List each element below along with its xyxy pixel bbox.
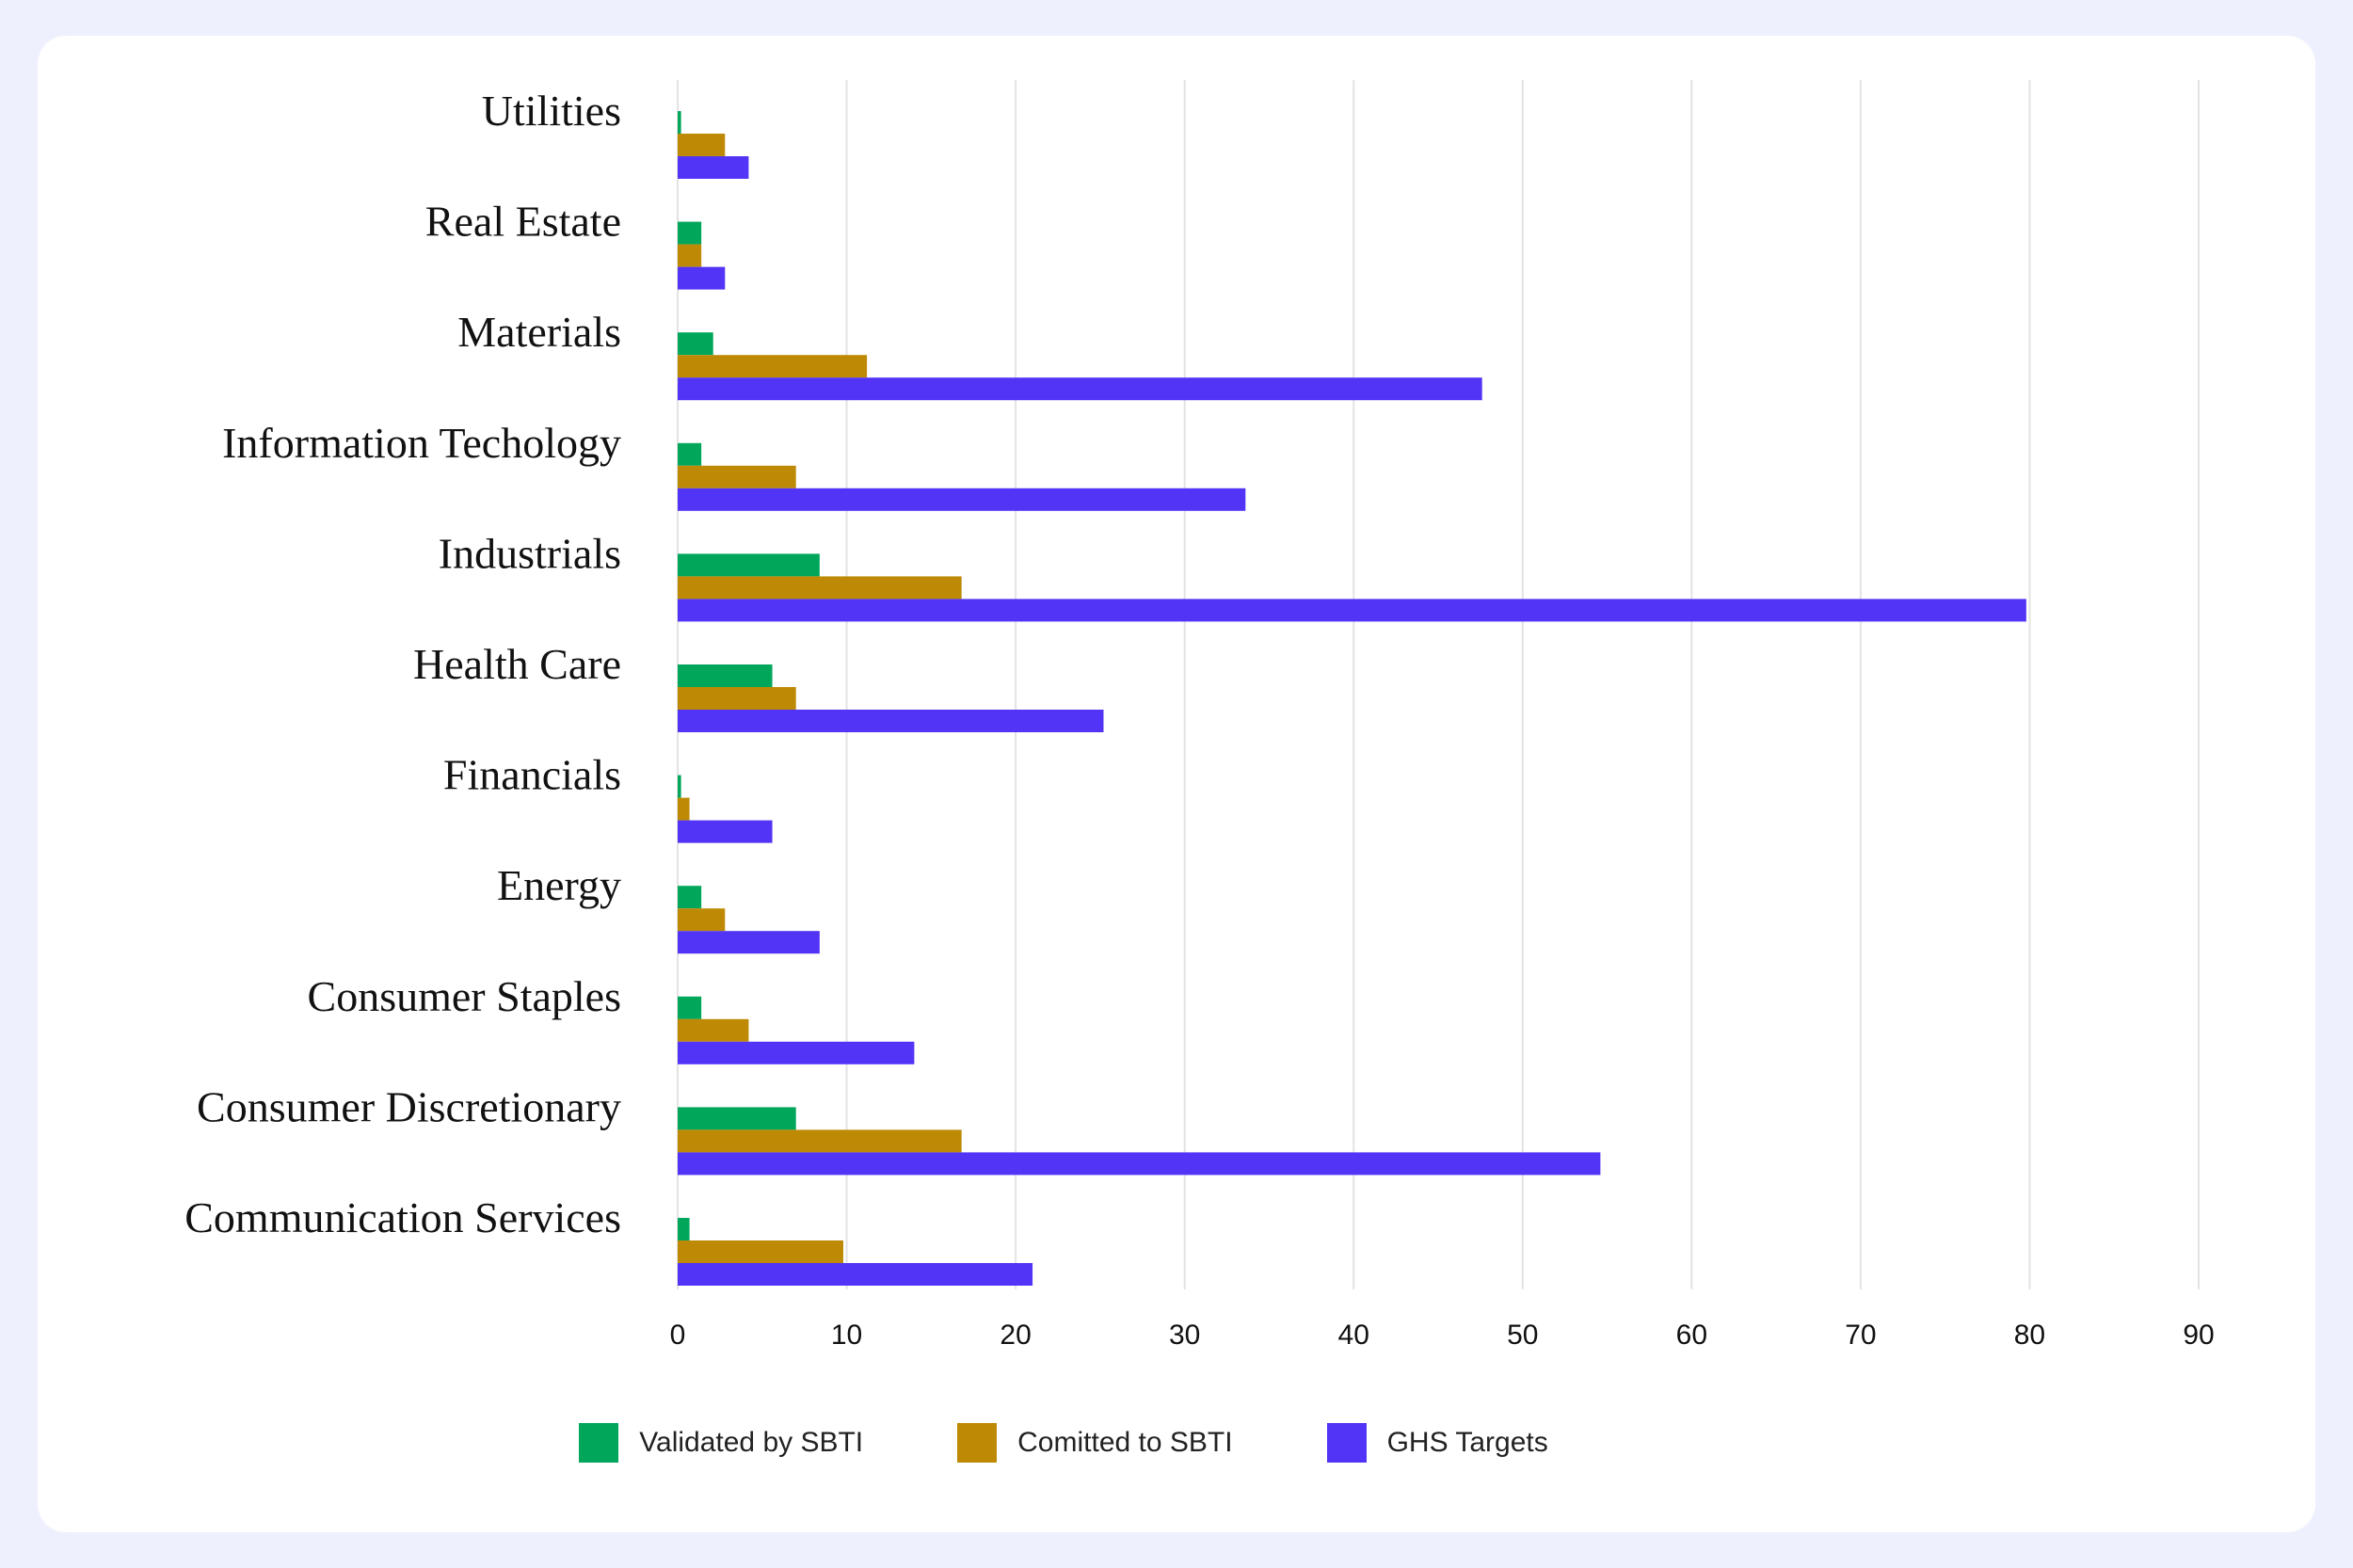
category-label: Financials: [443, 751, 621, 799]
legend-swatch: [957, 1423, 998, 1463]
chart-card: [38, 36, 2315, 1532]
legend-swatch: [579, 1423, 619, 1463]
bar-health-care-series-2: [678, 687, 796, 710]
bar-consumer-discretionary-series-2: [678, 1129, 962, 1153]
bar-real-estate-series-2: [678, 244, 702, 267]
bar-information-techology-series-1: [678, 442, 702, 466]
bar-industrials-series-2: [678, 576, 962, 600]
x-tick-label: 40: [1338, 1320, 1369, 1351]
bar-materials-series-1: [678, 332, 713, 356]
x-tick-label: 50: [1507, 1320, 1538, 1351]
category-label: Communication Services: [184, 1193, 621, 1241]
x-tick-labels: 0 10 20 30 40 50 60 70 80 90: [670, 1320, 2215, 1351]
category-label: Consumer Discretionary: [197, 1082, 621, 1130]
bar-financials-series-3: [678, 820, 773, 843]
bar-utilities-series-3: [678, 156, 749, 179]
bar-financials-series-2: [678, 797, 690, 821]
category-label: Industrials: [439, 529, 621, 577]
bar-industrials-series-3: [678, 599, 2026, 622]
bar-energy-series-2: [678, 908, 726, 932]
bar-consumer-discretionary-series-1: [678, 1107, 796, 1130]
bar-industrials-series-1: [678, 553, 820, 577]
bar-communication-services-series-3: [678, 1263, 1033, 1286]
x-tick-label: 10: [831, 1320, 862, 1351]
category-label: Consumer Staples: [308, 972, 621, 1020]
x-tick-label: 20: [1000, 1320, 1031, 1351]
bar-health-care-series-1: [678, 664, 773, 687]
bar-financials-series-1: [678, 775, 681, 798]
bar-real-estate-series-3: [678, 266, 726, 290]
legend-item-series-2: Comitted to SBTI: [957, 1423, 1233, 1463]
x-tick-label: 90: [2183, 1320, 2214, 1351]
gridlines: [677, 80, 2200, 1289]
bar-utilities-series-1: [678, 111, 681, 134]
category-label: Energy: [497, 861, 621, 909]
bar-communication-services-series-1: [678, 1218, 690, 1240]
bar-consumer-staples-series-1: [678, 996, 702, 1019]
bar-communication-services-series-2: [678, 1240, 843, 1263]
legend-label: GHS Targets: [1386, 1427, 1548, 1458]
category-label: Real Estate: [425, 198, 621, 246]
x-tick-label: 80: [2014, 1320, 2045, 1351]
bar-health-care-series-3: [678, 710, 1104, 732]
category-labels: Utilities Real Estate Materials Information…: [184, 87, 621, 1241]
bar-consumer-staples-series-3: [678, 1041, 915, 1064]
bar-consumer-staples-series-2: [678, 1018, 749, 1042]
category-label: Utilities: [482, 87, 621, 135]
x-tick-label: 60: [1676, 1320, 1707, 1351]
category-label: Information Techology: [222, 419, 621, 467]
bar-materials-series-2: [678, 355, 868, 378]
bar-information-techology-series-3: [678, 488, 1246, 511]
category-label: Materials: [457, 308, 621, 356]
legend-item-series-1: Validated by SBTI: [579, 1423, 863, 1463]
x-tick-label: 0: [670, 1320, 686, 1351]
category-label: Health Care: [413, 640, 621, 688]
bars: [678, 111, 2026, 1286]
x-tick-label: 30: [1169, 1320, 1200, 1351]
legend-swatch: [1326, 1423, 1367, 1463]
bar-utilities-series-2: [678, 134, 726, 156]
bar-materials-series-3: [678, 377, 1482, 401]
bar-energy-series-1: [678, 886, 702, 909]
legend-label: Comitted to SBTI: [1017, 1427, 1233, 1458]
bar-consumer-discretionary-series-3: [678, 1152, 1601, 1176]
x-tick-label: 70: [1845, 1320, 1876, 1351]
legend-label: Validated by SBTI: [639, 1427, 864, 1458]
bar-information-techology-series-2: [678, 465, 796, 488]
legend-item-series-3: GHS Targets: [1326, 1423, 1548, 1463]
bar-energy-series-3: [678, 931, 820, 954]
legend: Validated by SBTI Comitted to SBTI GHS Tar…: [0, 1423, 2240, 1463]
bar-real-estate-series-1: [678, 221, 702, 245]
